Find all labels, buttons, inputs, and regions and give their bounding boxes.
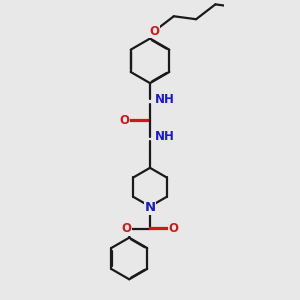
Text: O: O [120, 114, 130, 127]
Text: O: O [169, 222, 179, 235]
Text: NH: NH [155, 130, 175, 143]
Text: N: N [144, 202, 156, 214]
Text: NH: NH [155, 93, 175, 106]
Text: O: O [149, 25, 160, 38]
Text: O: O [121, 222, 131, 235]
